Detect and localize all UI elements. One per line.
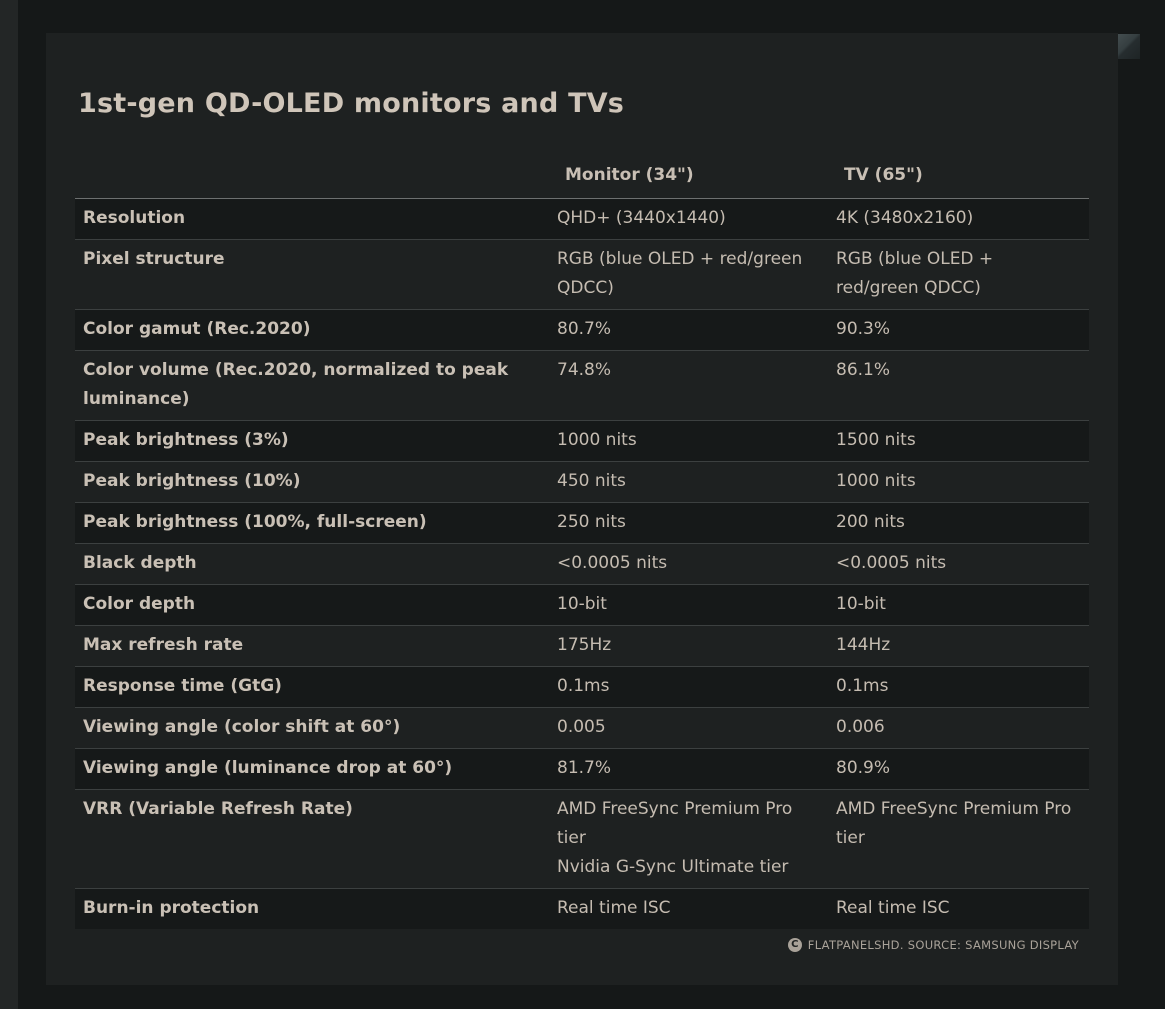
tv-value: 90.3%: [836, 319, 891, 339]
table-row: Color gamut (Rec.2020) 80.7% 90.3%: [75, 309, 1089, 351]
spec-label: Response time (GtG): [83, 676, 282, 696]
spec-label: Black depth: [83, 553, 197, 573]
spec-label: Color volume (Rec.2020, normalized to pe…: [83, 360, 509, 409]
spec-label: Pixel structure: [83, 249, 225, 269]
spec-table: Monitor (34") TV (65") Resolution QHD+ (…: [75, 152, 1089, 929]
resize-corner-icon[interactable]: [1115, 34, 1140, 59]
monitor-value: 81.7%: [557, 758, 612, 778]
table-row: Color depth 10-bit 10-bit: [75, 584, 1089, 626]
table-footer: C FLATPANELSHD. SOURCE: SAMSUNG DISPLAY: [75, 938, 1089, 952]
tv-value: 1500 nits: [836, 430, 916, 450]
monitor-column-header: Monitor (34"): [565, 165, 694, 185]
spec-label: Color gamut (Rec.2020): [83, 319, 311, 339]
table-row: Black depth <0.0005 nits <0.0005 nits: [75, 543, 1089, 585]
tv-value: 0.006: [836, 717, 885, 737]
spec-label: Resolution: [83, 208, 186, 228]
table-row: Resolution QHD+ (3440x1440) 4K (3480x216…: [75, 198, 1089, 240]
spec-label: Peak brightness (10%): [83, 471, 301, 491]
page-title: 1st-gen QD-OLED monitors and TVs: [78, 88, 625, 119]
monitor-value: 450 nits: [557, 471, 626, 491]
spec-label: Viewing angle (luminance drop at 60°): [83, 758, 453, 778]
monitor-value: 74.8%: [557, 360, 612, 380]
spec-label: Peak brightness (3%): [83, 430, 289, 450]
table-row: Peak brightness (100%, full-screen) 250 …: [75, 502, 1089, 544]
monitor-value: AMD FreeSync Premium Pro tier Nvidia G-S…: [557, 799, 793, 877]
flatpanelshd-logo-icon: C: [787, 938, 802, 952]
tv-value: 0.1ms: [836, 676, 889, 696]
table-row: Peak brightness (3%) 1000 nits 1500 nits: [75, 420, 1089, 462]
tv-value: AMD FreeSync Premium Pro tier: [836, 799, 1072, 848]
tv-value: 200 nits: [836, 512, 905, 532]
table-row: VRR (Variable Refresh Rate) AMD FreeSync…: [75, 789, 1089, 889]
page-left-strip: [0, 0, 18, 1009]
tv-value: 80.9%: [836, 758, 891, 778]
spec-label: Viewing angle (color shift at 60°): [83, 717, 401, 737]
source-attribution: FLATPANELSHD. SOURCE: SAMSUNG DISPLAY: [807, 938, 1079, 952]
spec-label: Peak brightness (100%, full-screen): [83, 512, 427, 532]
spec-label: VRR (Variable Refresh Rate): [83, 799, 353, 819]
spec-card: 1st-gen QD-OLED monitors and TVs Monitor…: [46, 33, 1118, 985]
monitor-value: 0.1ms: [557, 676, 610, 696]
monitor-value: RGB (blue OLED + red/green QDCC): [557, 249, 803, 298]
table-row: Peak brightness (10%) 450 nits 1000 nits: [75, 461, 1089, 503]
spec-column-header: [75, 152, 549, 199]
table-row: Viewing angle (color shift at 60°) 0.005…: [75, 707, 1089, 749]
table-header-row: Monitor (34") TV (65"): [75, 152, 1089, 199]
monitor-value: 250 nits: [557, 512, 626, 532]
monitor-value: <0.0005 nits: [557, 553, 668, 573]
monitor-value: 175Hz: [557, 635, 612, 655]
tv-value: RGB (blue OLED + red/green QDCC): [836, 249, 994, 298]
spec-label: Max refresh rate: [83, 635, 244, 655]
table-row: Response time (GtG) 0.1ms 0.1ms: [75, 666, 1089, 708]
monitor-value: Real time ISC: [557, 898, 671, 918]
tv-value: 4K (3480x2160): [836, 208, 974, 228]
spec-label: Burn-in protection: [83, 898, 260, 918]
table-row: Color volume (Rec.2020, normalized to pe…: [75, 350, 1089, 421]
table-row: Pixel structure RGB (blue OLED + red/gre…: [75, 239, 1089, 310]
spec-label: Color depth: [83, 594, 196, 614]
monitor-value: 80.7%: [557, 319, 612, 339]
tv-value: 10-bit: [836, 594, 886, 614]
monitor-value: 10-bit: [557, 594, 607, 614]
table-row: Viewing angle (luminance drop at 60°) 81…: [75, 748, 1089, 790]
table-row: Burn-in protection Real time ISC Real ti…: [75, 888, 1089, 929]
monitor-value: 1000 nits: [557, 430, 637, 450]
tv-value: <0.0005 nits: [836, 553, 947, 573]
tv-value: 86.1%: [836, 360, 891, 380]
tv-value: 144Hz: [836, 635, 891, 655]
tv-value: 1000 nits: [836, 471, 916, 491]
table-row: Max refresh rate 175Hz 144Hz: [75, 625, 1089, 667]
tv-value: Real time ISC: [836, 898, 950, 918]
tv-column-header: TV (65"): [844, 165, 923, 185]
monitor-value: QHD+ (3440x1440): [557, 208, 726, 228]
monitor-value: 0.005: [557, 717, 606, 737]
